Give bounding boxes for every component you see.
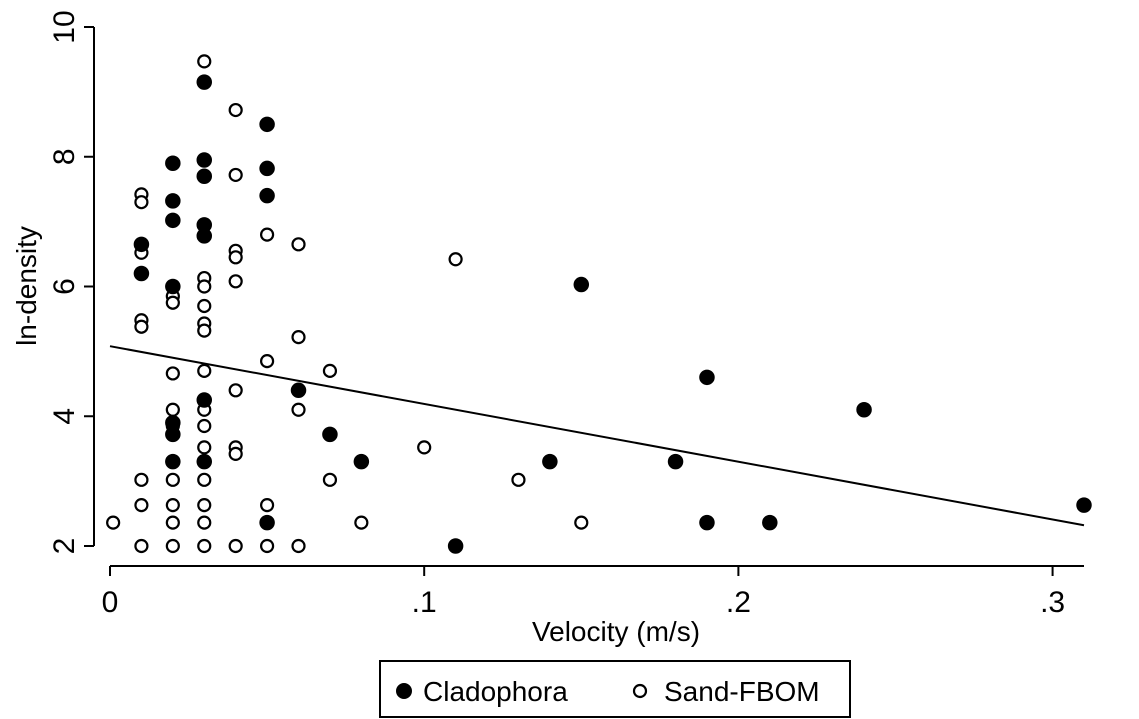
cladophora-point bbox=[196, 228, 213, 244]
cladophora-point bbox=[196, 392, 213, 408]
sand-fbom-point bbox=[165, 366, 180, 381]
cladophora-point bbox=[699, 369, 715, 386]
sand-fbom-point bbox=[228, 250, 243, 265]
legend-label-cladophora: Cladophora bbox=[423, 676, 568, 707]
cladophora-point bbox=[259, 160, 275, 177]
sand-fbom-point bbox=[259, 498, 275, 513]
cladophora-point bbox=[762, 514, 778, 531]
sand-fbom-point bbox=[197, 323, 212, 338]
cladophora-point bbox=[133, 265, 150, 282]
sand-fbom-point bbox=[197, 298, 212, 314]
sand-fbom-point bbox=[197, 363, 212, 378]
sand-fbom-point bbox=[165, 402, 180, 417]
sand-fbom-point bbox=[134, 498, 149, 513]
cladophora-point bbox=[165, 453, 181, 470]
cladophora-point bbox=[165, 278, 181, 295]
sand-fbom-point bbox=[228, 274, 243, 289]
sand-fbom-point bbox=[165, 472, 180, 487]
sand-fbom-point bbox=[165, 498, 180, 513]
sand-fbom-point bbox=[134, 319, 149, 334]
cladophora-point bbox=[196, 74, 213, 90]
legend: Cladophora Sand-FBOM bbox=[379, 660, 851, 718]
cladophora-point bbox=[259, 187, 275, 204]
sand-fbom-point bbox=[291, 330, 306, 345]
sand-fbom-point bbox=[197, 498, 212, 513]
sand-fbom-point bbox=[134, 195, 149, 210]
sand-fbom-point bbox=[165, 295, 180, 310]
cladophora-point bbox=[165, 426, 181, 443]
x-tick-label: 0 bbox=[102, 586, 119, 619]
cladophora-point bbox=[353, 453, 370, 470]
legend-marker-cladophora bbox=[396, 683, 412, 699]
cladophora-point bbox=[447, 538, 464, 554]
sand-fbom-point bbox=[134, 472, 149, 487]
sand-fbom-point bbox=[228, 446, 243, 461]
y-tick-label: 2 bbox=[48, 538, 81, 555]
sand-fbom-point bbox=[197, 279, 212, 294]
cladophora-point bbox=[667, 453, 684, 470]
cladophora-point bbox=[259, 116, 275, 133]
sand-fbom-point bbox=[448, 252, 463, 267]
x-tick-label: .2 bbox=[726, 586, 751, 619]
cladophora-point bbox=[322, 426, 338, 443]
sand-fbom-point bbox=[354, 515, 369, 530]
x-axis: 0 .1 .2 .3 bbox=[102, 565, 1084, 619]
cladophora-point bbox=[259, 514, 275, 531]
y-tick-label: 4 bbox=[48, 408, 81, 425]
x-tick-label: .1 bbox=[412, 586, 437, 619]
legend-marker-sand-fbom bbox=[632, 683, 648, 699]
sand-fbom-point bbox=[197, 472, 212, 487]
plot-marks bbox=[106, 54, 1092, 554]
sand-fbom-point bbox=[165, 515, 180, 530]
sand-fbom-point bbox=[228, 167, 243, 183]
sand-fbom-point bbox=[291, 402, 306, 417]
sand-fbom-point bbox=[197, 418, 212, 434]
cladophora-point bbox=[165, 155, 181, 171]
cladophora-point bbox=[165, 193, 181, 209]
sand-fbom-point bbox=[134, 538, 149, 554]
sand-fbom-point bbox=[322, 363, 338, 378]
cladophora-point bbox=[699, 514, 715, 531]
sand-fbom-point bbox=[417, 440, 432, 455]
cladophora-point bbox=[196, 168, 213, 184]
sand-fbom-point bbox=[511, 472, 526, 487]
sand-fbom-point bbox=[322, 472, 338, 487]
y-tick-label: 6 bbox=[48, 278, 81, 295]
cladophora-point bbox=[1076, 497, 1092, 513]
legend-box bbox=[379, 660, 851, 718]
cladophora-point bbox=[573, 276, 590, 293]
sand-fbom-point bbox=[228, 383, 243, 398]
sand-fbom-point bbox=[197, 440, 212, 455]
sand-fbom-point bbox=[259, 354, 275, 369]
sand-fbom-point bbox=[106, 515, 121, 530]
legend-label-sand-fbom: Sand-FBOM bbox=[664, 676, 820, 707]
x-axis-title: Velocity (m/s) bbox=[532, 616, 700, 647]
sand-fbom-point bbox=[228, 538, 243, 554]
cladophora-point bbox=[196, 152, 213, 168]
sand-fbom-point bbox=[259, 538, 275, 554]
sand-fbom-point bbox=[197, 515, 212, 530]
y-tick-label: 10 bbox=[48, 10, 81, 43]
sand-fbom-point bbox=[165, 538, 180, 554]
y-axis-title: ln-density bbox=[11, 226, 42, 346]
fit-line bbox=[109, 345, 1085, 527]
cladophora-point bbox=[290, 382, 307, 399]
y-axis: 2 4 6 8 10 bbox=[48, 10, 95, 555]
sand-fbom-point bbox=[574, 515, 589, 530]
x-tick-label: .3 bbox=[1040, 586, 1065, 619]
y-tick-label: 8 bbox=[48, 148, 81, 165]
cladophora-point bbox=[196, 453, 213, 470]
cladophora-point bbox=[133, 236, 150, 253]
sand-fbom-point bbox=[197, 54, 212, 69]
sand-fbom-point bbox=[291, 538, 306, 554]
cladophora-point bbox=[165, 212, 181, 229]
sand-fbom-point bbox=[259, 227, 275, 242]
cladophora-point bbox=[542, 453, 558, 470]
sand-fbom-point bbox=[228, 102, 243, 118]
sand-fbom-point bbox=[291, 237, 306, 252]
sand-fbom-point bbox=[197, 538, 212, 554]
cladophora-point bbox=[856, 402, 872, 418]
